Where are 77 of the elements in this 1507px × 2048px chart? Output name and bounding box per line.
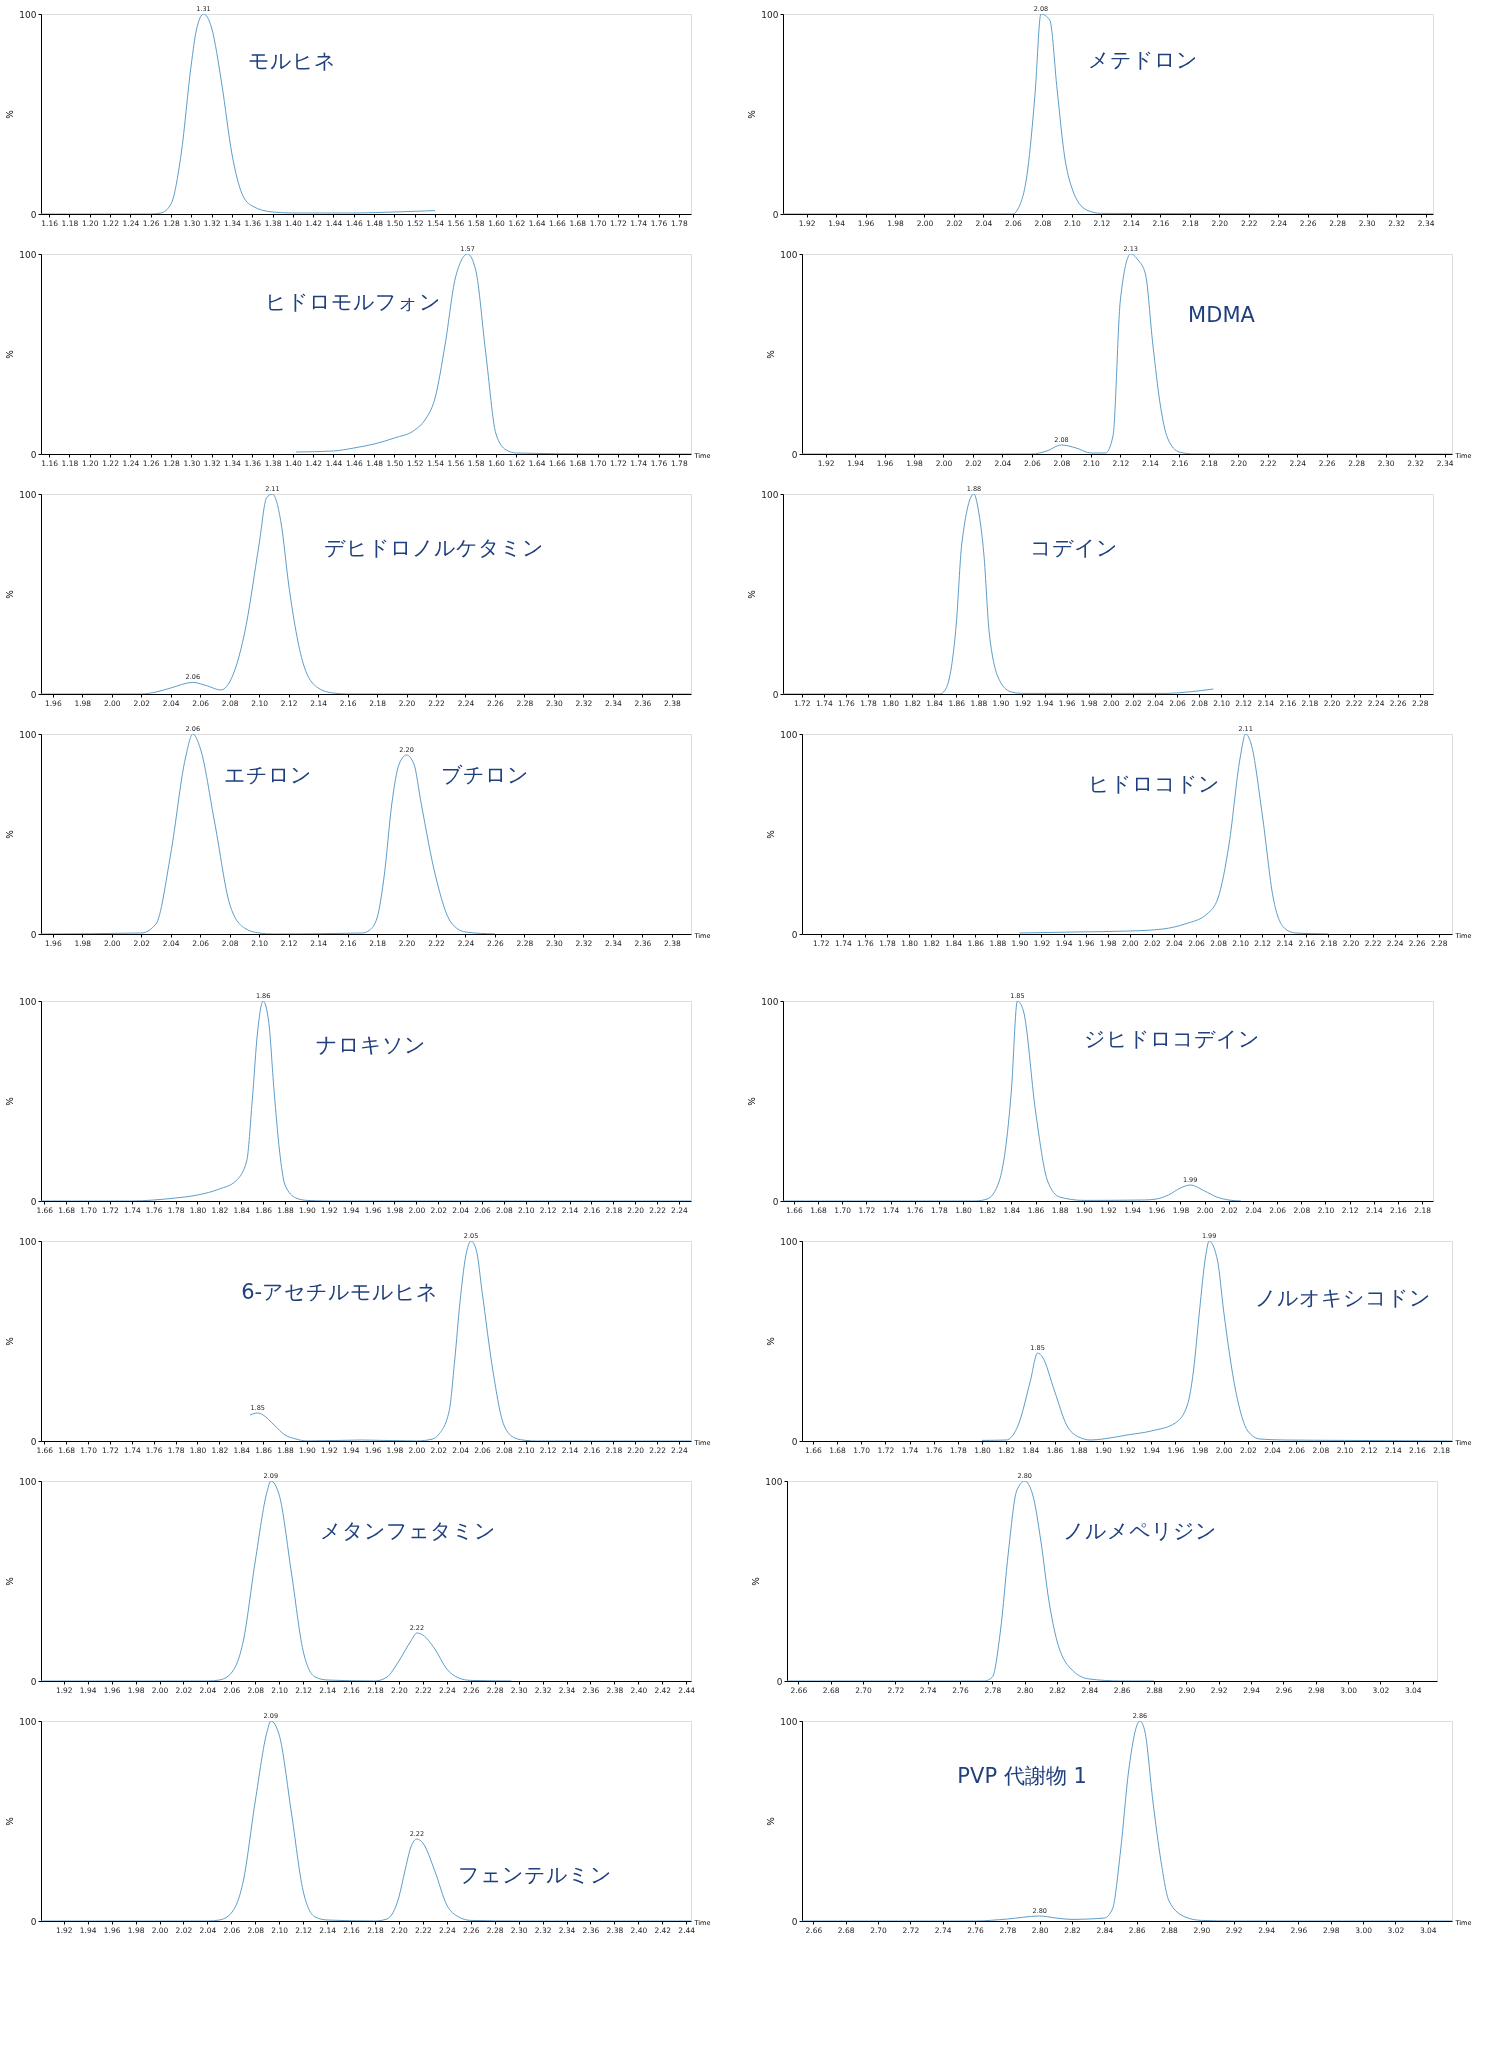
annotation: メタンフェタミン <box>319 1519 496 1544</box>
line-series <box>783 1001 1242 1201</box>
line-series <box>295 254 691 454</box>
y-tick-label: 0 <box>791 929 798 940</box>
y-axis-title: % <box>766 1336 777 1346</box>
annotation: ノルメペリジン <box>1063 1519 1218 1544</box>
annotation: エチロン <box>223 763 312 787</box>
y-axis-title: % <box>5 829 16 839</box>
annotation: 6-アセチルモルヒネ <box>241 1280 439 1305</box>
y-axis-title: % <box>5 1576 16 1586</box>
y-tick-label: 0 <box>791 449 798 460</box>
y-tick-label: 0 <box>791 1436 798 1447</box>
y-axis-title: % <box>747 109 758 119</box>
annotation: ヒドロモルフォン <box>265 290 442 314</box>
y-tick-label: 100 <box>19 1236 37 1247</box>
y-tick-label: 100 <box>19 489 37 500</box>
annotation: ブチロン <box>440 763 529 787</box>
y-tick-label: 0 <box>30 929 37 940</box>
annotation: PVP 代謝物 1 <box>957 1764 1087 1788</box>
line-series <box>783 14 1433 214</box>
line-series <box>41 1481 512 1681</box>
y-tick-label: 100 <box>780 249 798 260</box>
line-series <box>783 494 1214 694</box>
y-tick-label: 100 <box>780 729 798 740</box>
annotation: フェンテルミン <box>457 1863 612 1888</box>
y-tick-label: 0 <box>30 1676 37 1687</box>
y-axis-title: % <box>5 1816 16 1826</box>
annotation: メテドロン <box>1087 48 1198 72</box>
line-series <box>1018 734 1329 934</box>
y-tick-label: 0 <box>776 1676 783 1687</box>
y-tick-label: 100 <box>19 1716 37 1727</box>
annotation: ナロキソン <box>315 1032 426 1057</box>
y-tick-label: 0 <box>30 1916 37 1927</box>
y-tick-label: 100 <box>765 1476 783 1487</box>
y-axis-title: % <box>766 829 777 839</box>
y-tick-label: 0 <box>30 1196 37 1207</box>
y-tick-label: 0 <box>30 1436 37 1447</box>
y-tick-label: 0 <box>772 1196 779 1207</box>
y-axis-title: % <box>747 1096 758 1106</box>
y-axis-title: % <box>5 1096 16 1106</box>
y-axis-title: % <box>5 1336 16 1346</box>
y-axis-title: % <box>5 589 16 599</box>
y-axis-title: % <box>751 1576 762 1586</box>
y-axis-title: % <box>5 109 16 119</box>
annotation: コデイン <box>1030 535 1118 560</box>
annotation: ヒドロコドン <box>1088 771 1220 796</box>
y-axis-title: % <box>766 349 777 359</box>
line-series <box>802 254 1452 454</box>
y-axis-title: % <box>747 589 758 599</box>
y-tick-label: 100 <box>19 729 37 740</box>
y-tick-label: 100 <box>19 249 37 260</box>
y-tick-label: 0 <box>791 1916 798 1927</box>
y-tick-label: 100 <box>19 996 37 1007</box>
y-axis-title: % <box>5 349 16 359</box>
y-tick-label: 100 <box>780 1716 798 1727</box>
line-series <box>981 1241 1452 1441</box>
y-tick-label: 100 <box>761 489 779 500</box>
line-series <box>41 494 691 694</box>
y-tick-label: 100 <box>19 1476 37 1487</box>
annotation: モルヒネ <box>248 49 337 73</box>
annotation: ノルオキシコドン <box>1255 1286 1432 1311</box>
line-series <box>802 1721 1452 1921</box>
annotation: MDMA <box>1188 303 1256 327</box>
y-tick-label: 0 <box>772 209 779 220</box>
y-tick-label: 0 <box>30 449 37 460</box>
y-axis-title: % <box>766 1816 777 1826</box>
y-tick-label: 0 <box>30 209 37 220</box>
line-series <box>41 1721 691 1921</box>
annotation: デヒドロノルケタミン <box>323 536 544 560</box>
y-tick-label: 100 <box>780 1236 798 1247</box>
y-tick-label: 100 <box>19 9 37 20</box>
annotation: ジヒドロコデイン <box>1083 1026 1260 1051</box>
line-series <box>41 1001 691 1201</box>
y-tick-label: 100 <box>761 9 779 20</box>
y-tick-label: 0 <box>30 689 37 700</box>
y-tick-label: 0 <box>772 689 779 700</box>
y-tick-label: 100 <box>761 996 779 1007</box>
